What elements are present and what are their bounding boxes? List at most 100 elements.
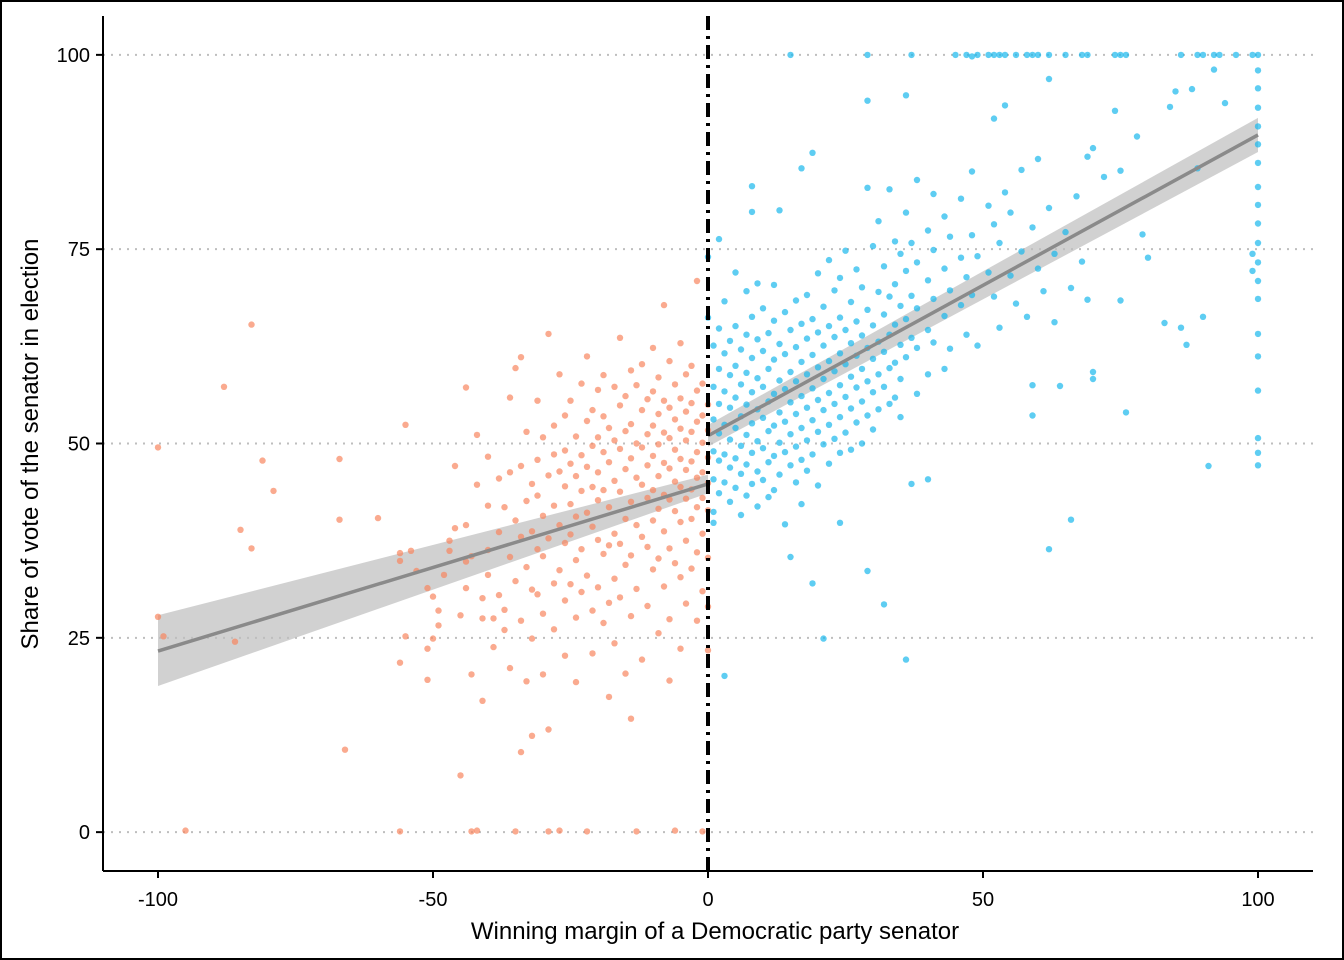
point-left <box>435 607 442 614</box>
point-left <box>611 477 618 484</box>
point-left <box>594 386 602 394</box>
point-left <box>473 481 481 488</box>
point-right <box>737 511 745 519</box>
point-left <box>677 455 684 463</box>
point-right <box>1249 267 1256 275</box>
point-right <box>798 392 805 400</box>
point-right <box>776 471 783 478</box>
point-left <box>627 498 635 505</box>
point-right <box>831 400 838 408</box>
point-left <box>572 513 580 520</box>
point-right <box>1100 173 1108 181</box>
point-left <box>336 516 343 523</box>
point-right <box>1117 167 1124 174</box>
point-right <box>902 209 910 216</box>
point-left <box>616 445 624 453</box>
point-right <box>781 350 789 358</box>
point-left <box>627 552 635 559</box>
point-left <box>622 392 629 400</box>
point-right <box>930 190 937 198</box>
point-left <box>550 626 558 633</box>
point-right <box>842 393 849 401</box>
y-tick-label: 0 <box>79 822 90 844</box>
point-right <box>1007 209 1014 216</box>
point-left <box>341 746 349 753</box>
point-right <box>809 351 816 359</box>
point-left <box>556 827 563 834</box>
point-left <box>655 555 662 562</box>
point-right <box>776 409 783 416</box>
point-right <box>743 369 750 376</box>
point-right <box>1023 313 1031 320</box>
point-left <box>484 571 492 579</box>
point-right <box>825 256 833 264</box>
point-right <box>748 208 756 216</box>
point-right <box>798 165 805 172</box>
point-left <box>561 483 569 490</box>
point-right <box>798 456 805 463</box>
point-left <box>666 404 673 411</box>
point-right <box>825 421 833 428</box>
point-left <box>688 362 695 369</box>
point-right <box>1194 51 1201 59</box>
point-right <box>1117 297 1124 304</box>
point-left <box>545 535 552 542</box>
point-right <box>990 51 998 59</box>
point-left <box>616 334 624 341</box>
point-right <box>831 333 838 341</box>
point-left <box>512 828 519 835</box>
point-right <box>1045 75 1053 83</box>
point-right <box>1249 51 1256 59</box>
point-right <box>814 428 822 435</box>
y-tick-label: 25 <box>68 628 90 650</box>
point-left <box>605 504 613 511</box>
point-right <box>924 227 932 234</box>
point-left <box>633 828 640 835</box>
point-right <box>996 324 1003 331</box>
point-right <box>732 269 739 276</box>
point-left <box>567 500 574 508</box>
point-left <box>457 612 464 619</box>
point-right <box>792 378 800 385</box>
point-right <box>759 383 767 390</box>
point-right <box>864 51 871 59</box>
x-tick-label: 100 <box>1241 889 1274 911</box>
point-right <box>732 394 739 401</box>
point-left <box>396 828 404 835</box>
point-left <box>424 676 431 683</box>
point-right <box>1012 300 1020 307</box>
point-right <box>787 462 794 469</box>
point-right <box>1073 193 1080 200</box>
point-right <box>869 389 877 396</box>
point-right <box>891 394 899 401</box>
point-right <box>1161 319 1168 327</box>
point-right <box>847 373 855 380</box>
point-right <box>732 455 739 462</box>
point-left <box>660 583 668 590</box>
point-right <box>891 238 899 245</box>
point-right <box>809 315 816 323</box>
point-right <box>952 51 959 59</box>
point-right <box>781 418 789 425</box>
point-right <box>743 331 750 338</box>
fit-line-right <box>707 133 1259 438</box>
point-left <box>644 543 651 551</box>
y-tick-label: 50 <box>68 434 90 456</box>
point-left <box>572 678 580 686</box>
point-left <box>561 652 569 659</box>
point-right <box>1023 51 1031 59</box>
point-right <box>941 312 948 320</box>
point-left <box>545 726 552 733</box>
point-right <box>1034 265 1042 272</box>
point-left <box>655 505 662 512</box>
point-right <box>908 334 915 341</box>
point-right <box>869 355 877 362</box>
point-left <box>589 483 596 491</box>
point-right <box>792 443 800 450</box>
point-left <box>561 412 569 419</box>
point-left <box>627 455 635 462</box>
point-right <box>974 51 981 59</box>
point-left <box>622 465 629 473</box>
point-right <box>765 459 772 466</box>
point-left <box>589 607 596 614</box>
